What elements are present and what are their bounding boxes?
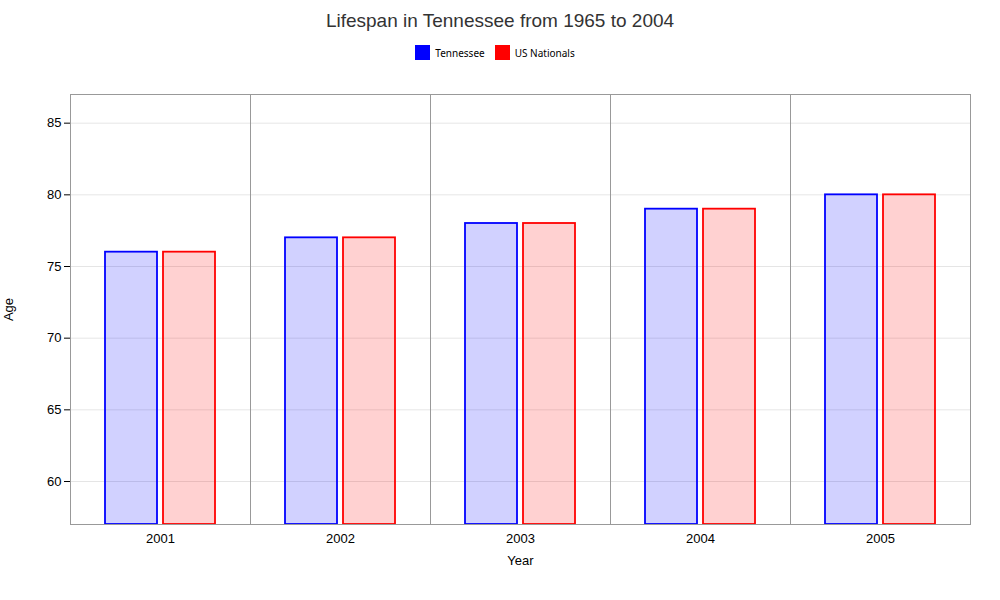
svg-text:2002: 2002: [326, 531, 355, 546]
svg-text:65: 65: [47, 402, 61, 417]
html-text:Lifespan in Tennessee from 196: Lifespan in Tennessee from 1965 to 2004: [325, 10, 675, 31]
svg-text:2003: 2003: [506, 531, 535, 546]
svg-text:Year: Year: [507, 553, 534, 568]
svg-text:85: 85: [47, 115, 61, 130]
svg-text:70: 70: [47, 330, 61, 345]
html-text:Tennessee: Tennessee: [435, 45, 485, 60]
svg-text:75: 75: [47, 259, 61, 274]
svg-text:2004: 2004: [686, 531, 715, 546]
svg-text:80: 80: [47, 187, 61, 202]
svg-text:2005: 2005: [866, 531, 895, 546]
svg-text:Age: Age: [1, 298, 16, 321]
svg-text:60: 60: [47, 474, 61, 489]
svg-text:2001: 2001: [146, 531, 175, 546]
html-text:US Nationals: US Nationals: [514, 45, 575, 60]
